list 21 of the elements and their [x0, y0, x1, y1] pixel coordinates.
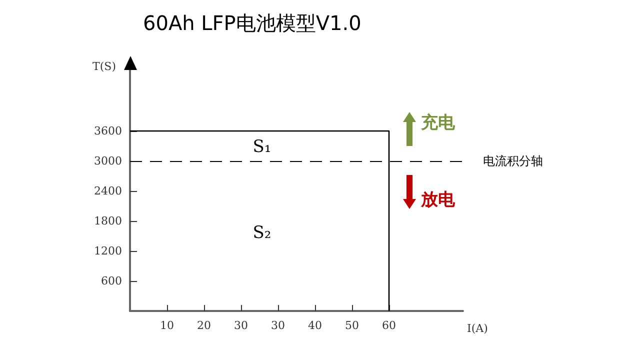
x-tick-label: 10 — [160, 319, 174, 332]
x-tick-label: 20 — [197, 319, 211, 332]
y-tick-label: 600 — [101, 274, 122, 288]
x-tick-label: 30 — [271, 319, 285, 332]
x-tick-label: 60 — [382, 319, 396, 332]
annotation: S₁ — [252, 137, 272, 157]
y-tick-label: 2400 — [94, 184, 122, 198]
annotation: 放电 — [420, 190, 456, 210]
y-tick-label: 1800 — [94, 214, 122, 228]
y-tick-label: 1200 — [94, 244, 122, 258]
ref-line-label: 电流积分轴 — [483, 154, 543, 168]
x-axis-title: I(A) — [467, 322, 488, 335]
y-tick-label: 3600 — [94, 124, 122, 138]
y-axis-title: T(S) — [92, 60, 116, 73]
x-tick-label: 50 — [345, 319, 359, 332]
y-tick-label: 3000 — [94, 154, 122, 168]
chart-title: 60Ah LFP电池模型V1.0 — [143, 11, 362, 35]
annotation: S₂ — [252, 223, 272, 243]
x-tick-label: 30 — [234, 319, 248, 332]
x-tick-label: 40 — [308, 319, 322, 332]
annotation: 充电 — [420, 113, 456, 133]
